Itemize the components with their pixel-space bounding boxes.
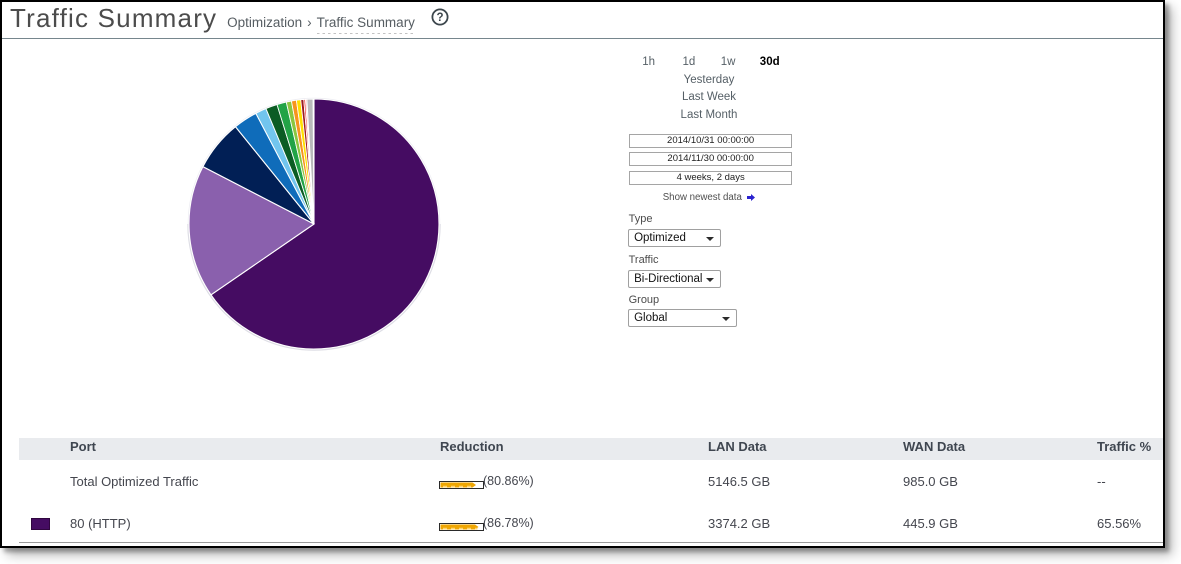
svg-text:?: ? (437, 12, 444, 24)
